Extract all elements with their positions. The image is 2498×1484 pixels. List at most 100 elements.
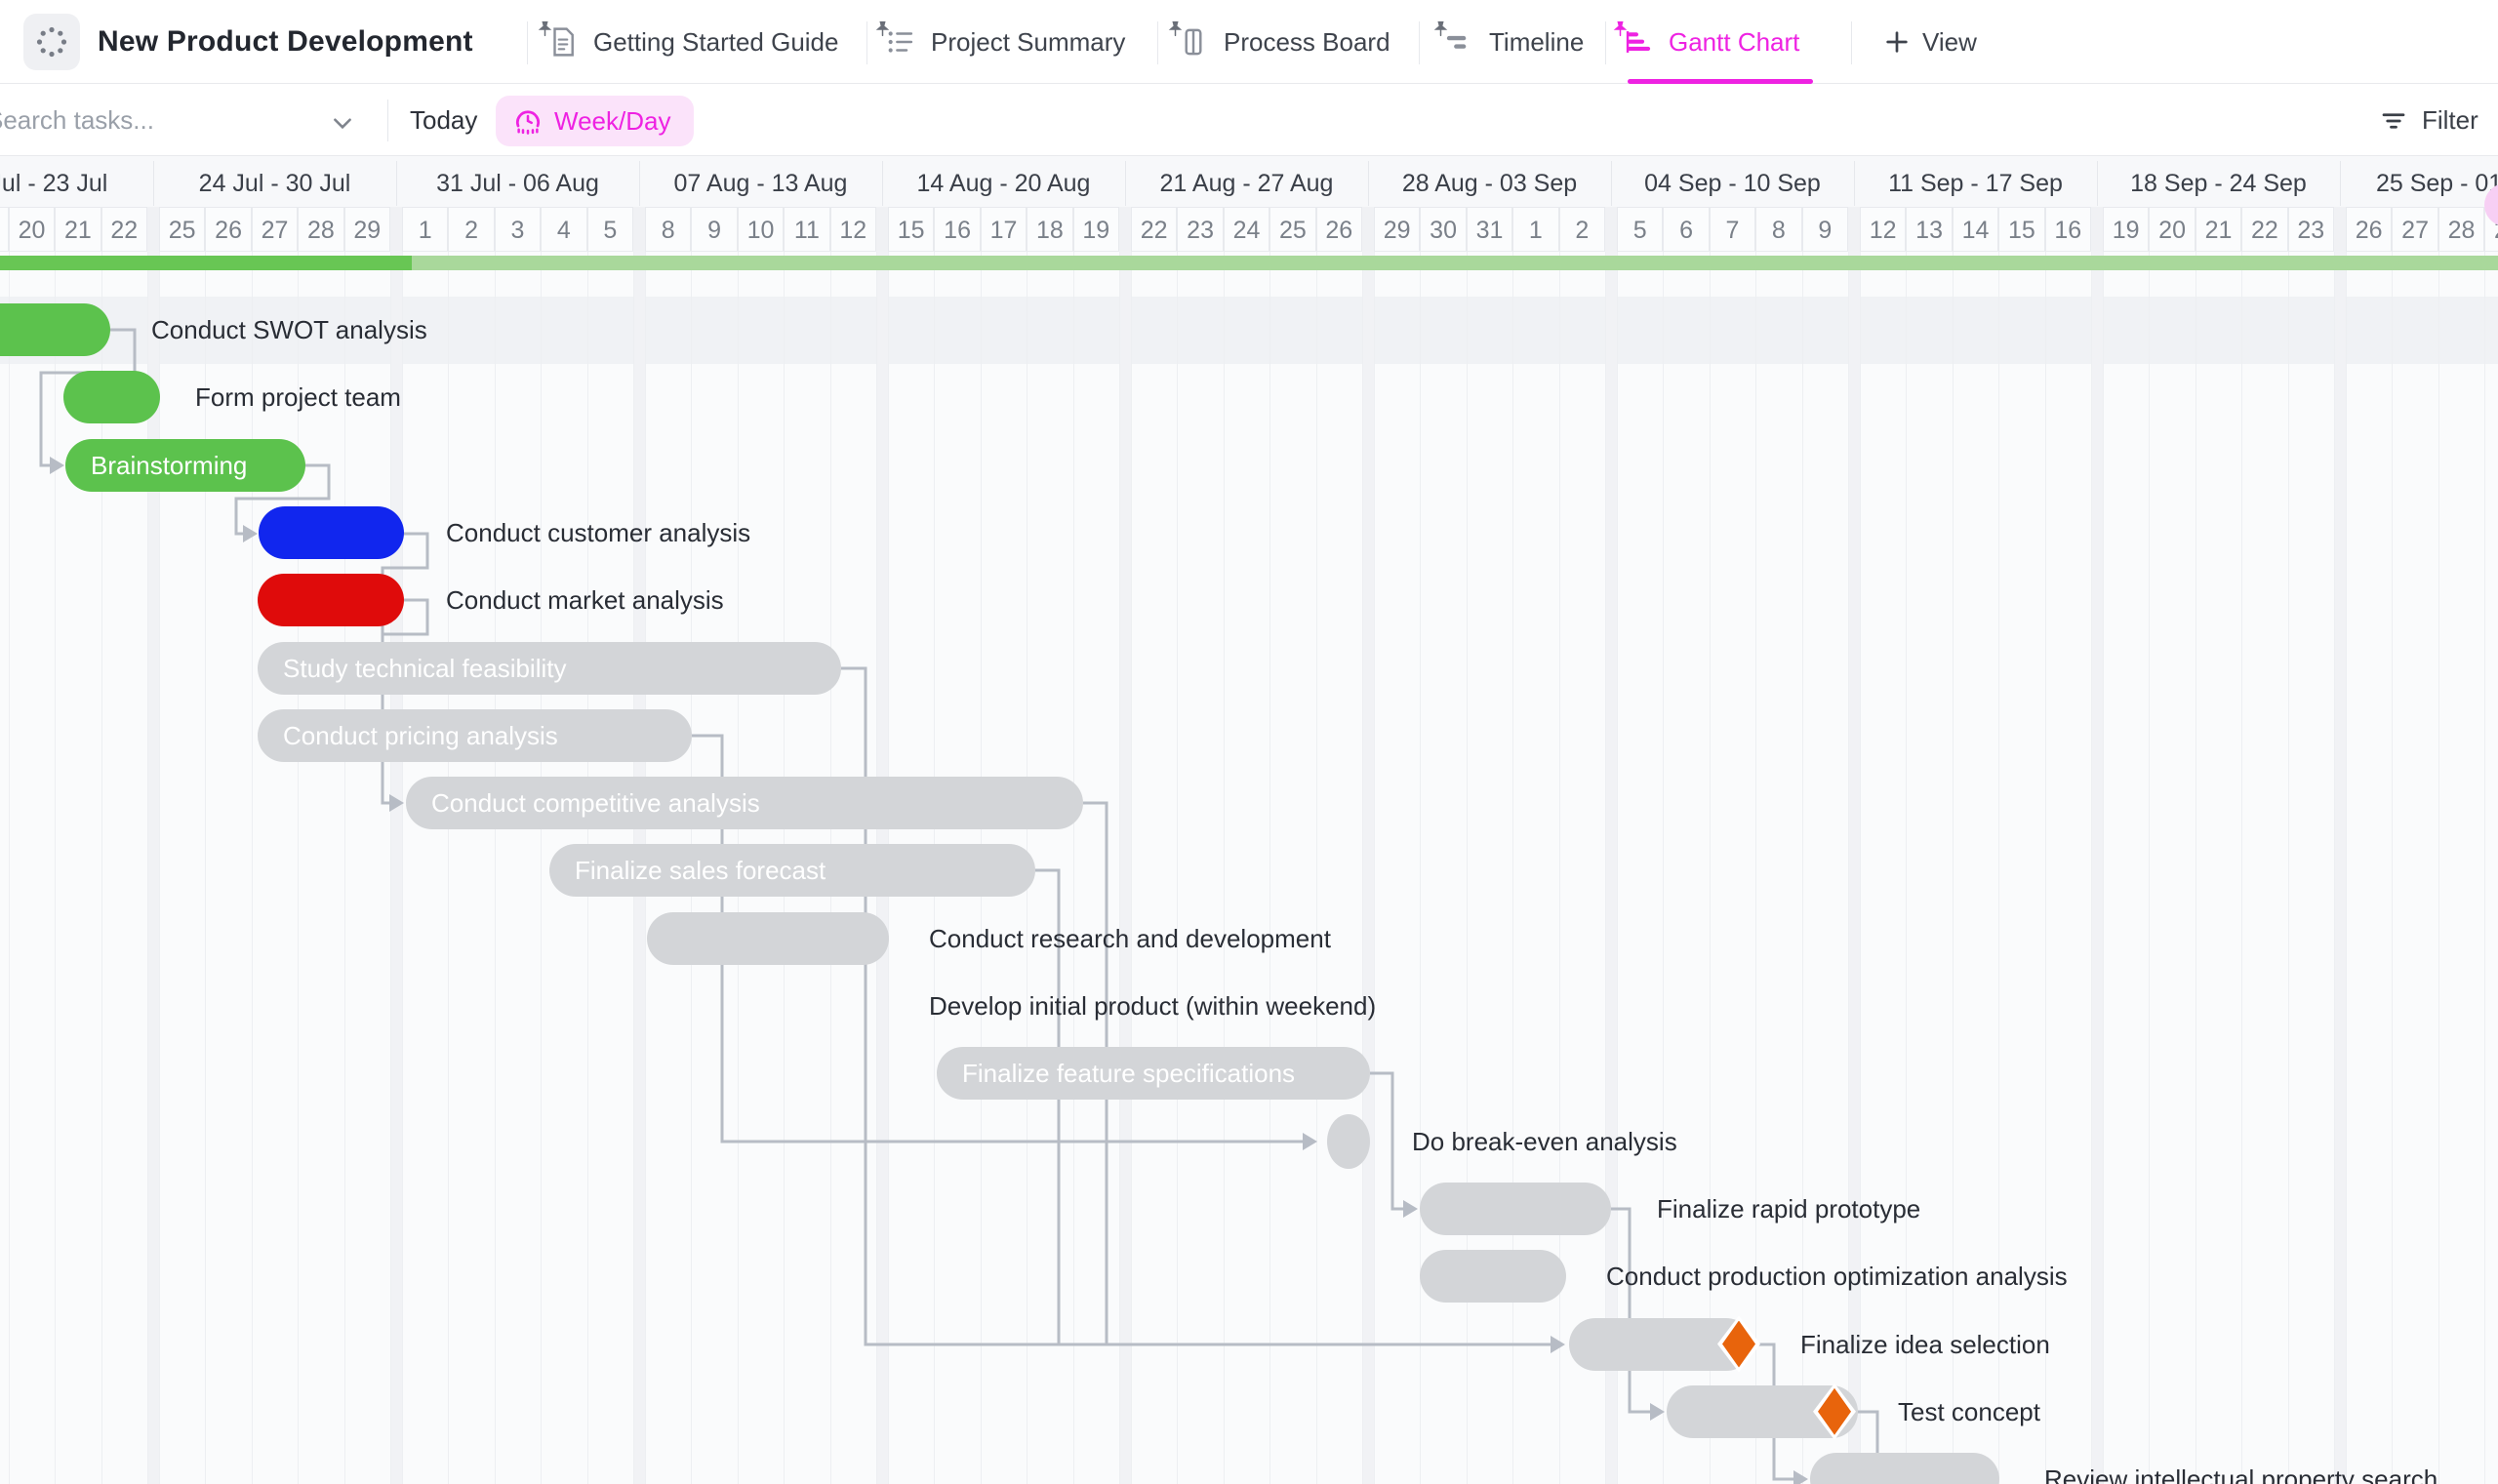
weekend-band: [1848, 252, 1860, 1484]
gauge-clock-icon: [516, 110, 540, 135]
day-header-cell: 31: [1466, 207, 1513, 252]
day-header-cell: 12: [1860, 207, 1907, 252]
weekend-band: [1362, 252, 1374, 1484]
day-grid-column: [159, 252, 205, 1484]
timeline-progress-done: [0, 256, 412, 270]
day-header-cell: 19: [2103, 207, 2150, 252]
day-grid-column: [1952, 252, 1998, 1484]
day-header-cell: 27: [2392, 207, 2438, 252]
week-range-label: 18 Sep - 24 Sep: [2130, 170, 2307, 197]
day-grid-column: [2438, 252, 2484, 1484]
plus-icon: [1886, 31, 1908, 53]
day-header-cell: 19: [1072, 207, 1119, 252]
day-header-cell: 24: [1223, 207, 1270, 252]
day-grid-column: [2195, 252, 2241, 1484]
space-avatar[interactable]: [23, 14, 80, 70]
task-bar-conduct-production-optimization-analysis[interactable]: [1420, 1250, 1566, 1304]
day-header-cell: 28: [2438, 207, 2485, 252]
task-bar-conduct-market-analysis[interactable]: [258, 574, 404, 627]
weekend-band: [1119, 252, 1131, 1484]
task-bar-conduct-competitive-analysis[interactable]: Conduct competitive analysis: [406, 777, 1083, 830]
filter-button[interactable]: Filter: [2379, 85, 2478, 156]
task-label: Conduct SWOT analysis: [151, 315, 427, 344]
week-range-label: 25 Sep - 01 Oct: [2375, 170, 2498, 197]
task-bar-do-break-even-analysis[interactable]: [1327, 1113, 1370, 1169]
day-header-cell: 5: [1617, 207, 1664, 252]
day-header-cell: 23: [2287, 207, 2334, 252]
day-header-cell: 2: [1558, 207, 1605, 252]
weekend-gap-header: [1362, 207, 1374, 252]
week-separator: [639, 161, 640, 206]
weekend-band: [1605, 252, 1617, 1484]
week-separator: [882, 161, 883, 206]
day-header-cell: 20: [8, 207, 56, 252]
timeline-icon: [1433, 20, 1475, 59]
task-label: Finalize rapid prototype: [1657, 1193, 1921, 1223]
mode-label: Week/Day: [554, 105, 671, 136]
chevron-down-icon[interactable]: [330, 110, 355, 136]
tab-label: Timeline: [1489, 26, 1585, 57]
header-divider: [866, 21, 867, 64]
weekend-gap-header: [147, 207, 159, 252]
day-header-cell: 8: [645, 207, 692, 252]
tab-project-summary[interactable]: Project Summary: [875, 0, 1125, 84]
tab-getting-started-guide[interactable]: Getting Started Guide: [538, 0, 838, 84]
tab-timeline[interactable]: Timeline: [1433, 0, 1585, 84]
task-bar-finalize-feature-specifications[interactable]: Finalize feature specifications: [937, 1047, 1370, 1101]
filter-label: Filter: [2422, 105, 2478, 135]
task-bar-conduct-swot-analysis[interactable]: [0, 303, 110, 356]
task-bar-finalize-rapid-prototype[interactable]: [1420, 1182, 1611, 1235]
day-header-cell: 20: [2149, 207, 2196, 252]
week-day-mode-button[interactable]: Week/Day: [496, 96, 695, 146]
day-header-cell: 25: [159, 207, 206, 252]
day-header-cell: 26: [205, 207, 252, 252]
day-grid-column: [1906, 252, 1952, 1484]
day-grid-column: [1269, 252, 1315, 1484]
day-grid-column: [1177, 252, 1223, 1484]
day-header-cell: 16: [934, 207, 981, 252]
weekend-band: [2091, 252, 2103, 1484]
day-header-cell: 11: [784, 207, 830, 252]
task-bar-label: Conduct competitive analysis: [431, 788, 760, 819]
task-bar-form-project-team[interactable]: [63, 371, 160, 424]
day-grid-column: [1131, 252, 1177, 1484]
task-bar-review-intellectual-property-search[interactable]: [1810, 1453, 1999, 1484]
task-bar-study-technical-feasibility[interactable]: Study technical feasibility: [258, 641, 841, 695]
week-range-label: 14 Aug - 20 Aug: [916, 170, 1091, 197]
task-bar-conduct-customer-analysis[interactable]: [259, 505, 404, 559]
week-separator: [1611, 161, 1612, 206]
week-range-label: 07 Aug - 13 Aug: [673, 170, 848, 197]
day-grid-column: [205, 252, 251, 1484]
day-header-cell: 14: [1952, 207, 1999, 252]
day-grid-column: [1801, 252, 1848, 1484]
day-header-cell: 26: [2346, 207, 2393, 252]
header-divider: [1605, 21, 1606, 64]
day-header-cell: 25: [1269, 207, 1316, 252]
task-bar-conduct-research-and-development[interactable]: [647, 911, 889, 965]
day-header-cell: 22: [1131, 207, 1178, 252]
add-view-button[interactable]: View: [1883, 0, 1977, 84]
day-header-cell: 16: [2044, 207, 2091, 252]
weekend-gap-header: [1119, 207, 1131, 252]
day-header-cell: 26: [1315, 207, 1362, 252]
search-input[interactable]: Search tasks...: [0, 85, 369, 156]
today-button[interactable]: Today: [410, 105, 478, 135]
active-tab-underline: [1628, 79, 1813, 84]
task-bar-finalize-sales-forecast[interactable]: Finalize sales forecast: [549, 844, 1035, 898]
day-grid-column: [2149, 252, 2195, 1484]
toolbar-divider: [387, 100, 388, 141]
day-grid-column: [494, 252, 541, 1484]
task-label: Test concept: [1898, 1396, 2040, 1426]
day-grid-column: [298, 252, 343, 1484]
day-header-cell: 7: [1709, 207, 1756, 252]
tab-process-board[interactable]: Process Board: [1168, 0, 1390, 84]
task-bar-brainstorming[interactable]: Brainstorming: [65, 438, 305, 492]
tab-gantt-chart[interactable]: Gantt Chart: [1613, 0, 1799, 84]
edge-pink-button[interactable]: [2484, 183, 2498, 226]
week-separator: [1854, 161, 1855, 206]
task-label: Conduct market analysis: [446, 585, 724, 616]
list-icon: [875, 20, 917, 59]
day-header-cell: 10: [737, 207, 785, 252]
task-bar-conduct-pricing-analysis[interactable]: Conduct pricing analysis: [258, 708, 692, 762]
day-grid-column: [1709, 252, 1755, 1484]
